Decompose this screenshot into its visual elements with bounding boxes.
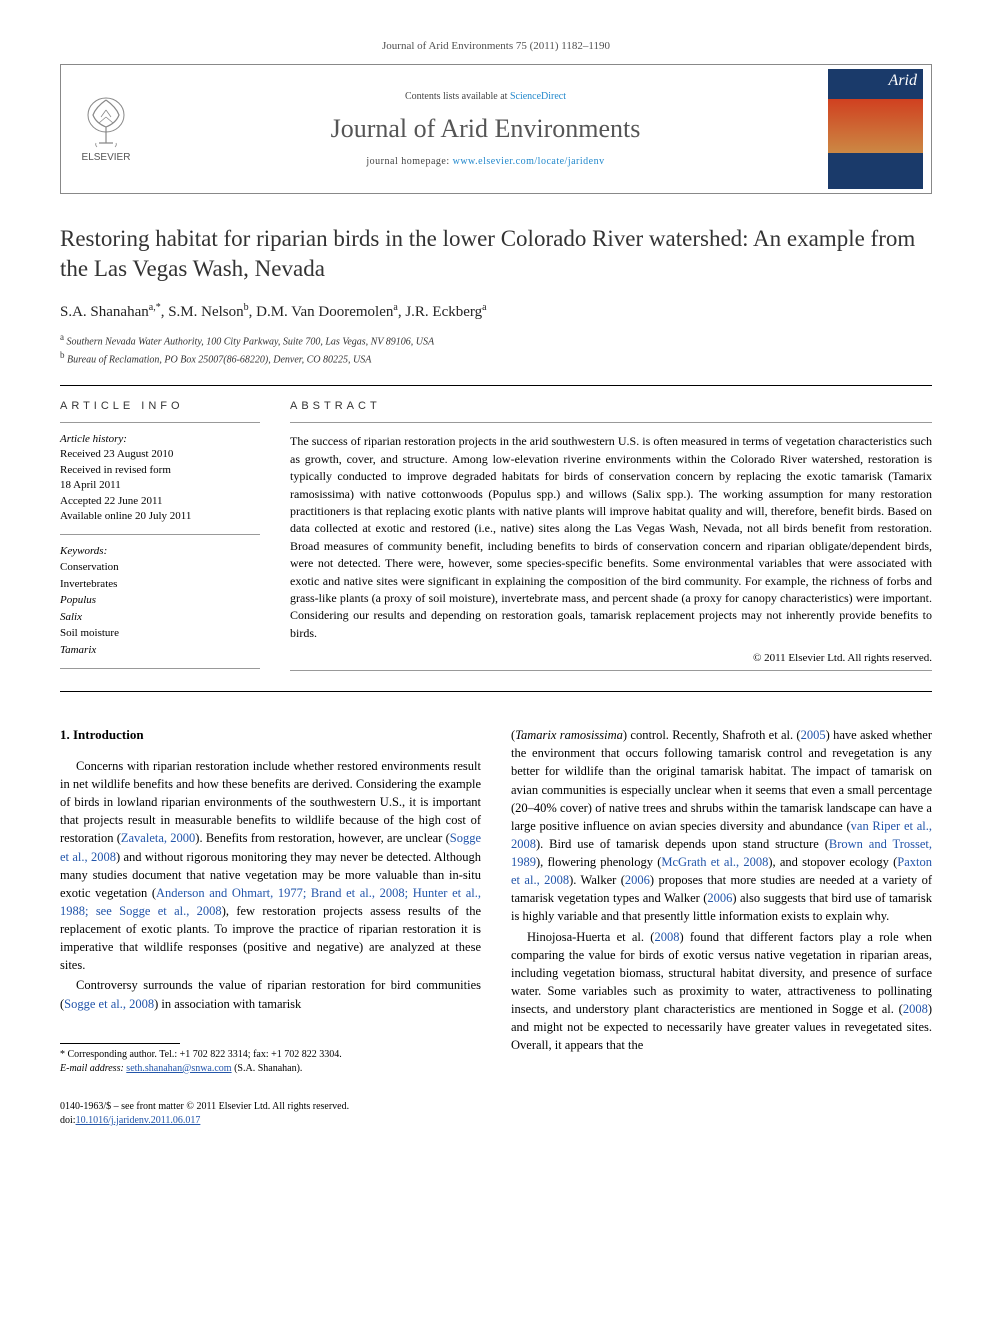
abstract-copyright: © 2011 Elsevier Ltd. All rights reserved… (290, 652, 932, 664)
corresponding-author-footnote: * Corresponding author. Tel.: +1 702 822… (60, 1043, 481, 1076)
publisher-name: ELSEVIER (82, 152, 131, 163)
abstract-section: ABSTRACT The success of riparian restora… (290, 400, 932, 681)
abstract-text: The success of riparian restoration proj… (290, 433, 932, 642)
journal-cover-thumbnail: Arid (828, 69, 923, 189)
front-matter-line: 0140-1963/$ – see front matter © 2011 El… (60, 1100, 349, 1114)
section-heading-introduction: 1. Introduction (60, 726, 481, 745)
email-line: E-mail address: seth.shanahan@snwa.com (… (60, 1062, 481, 1076)
body-paragraph: Concerns with riparian restoration inclu… (60, 757, 481, 975)
email-label: E-mail address: (60, 1063, 124, 1074)
divider (60, 534, 260, 535)
article-history: Received 23 August 2010Received in revis… (60, 447, 260, 524)
journal-reference: Journal of Arid Environments 75 (2011) 1… (60, 40, 932, 52)
journal-header: ELSEVIER Contents lists available at Sci… (60, 64, 932, 194)
divider (60, 668, 260, 669)
doi-prefix: doi: (60, 1115, 76, 1126)
elsevier-tree-icon (81, 95, 131, 150)
keywords-list: ConservationInvertebratesPopulusSalixSoi… (60, 559, 260, 658)
email-suffix: (S.A. Shanahan). (234, 1063, 302, 1074)
corresponding-email-link[interactable]: seth.shanahan@snwa.com (126, 1063, 231, 1074)
publisher-logo: ELSEVIER (61, 65, 151, 193)
article-history-label: Article history: (60, 433, 260, 445)
author-list: S.A. Shanahana,*, S.M. Nelsonb, D.M. Van… (60, 302, 932, 321)
article-title: Restoring habitat for riparian birds in … (60, 224, 932, 284)
doi-line: doi:10.1016/j.jaridenv.2011.06.017 (60, 1114, 349, 1128)
cover-label: Arid (889, 72, 917, 90)
abstract-heading: ABSTRACT (290, 400, 932, 412)
contents-available-line: Contents lists available at ScienceDirec… (151, 91, 820, 102)
article-info-heading: ARTICLE INFO (60, 400, 260, 412)
keywords-label: Keywords: (60, 545, 260, 557)
divider (290, 670, 932, 671)
sciencedirect-link[interactable]: ScienceDirect (510, 91, 566, 102)
article-body: 1. Introduction Concerns with riparian r… (60, 726, 932, 1076)
body-paragraph: Hinojosa-Huerta et al. (2008) found that… (511, 928, 932, 1055)
affiliations: a Southern Nevada Water Authority, 100 C… (60, 331, 932, 368)
footnote-rule (60, 1043, 180, 1044)
journal-homepage-link[interactable]: www.elsevier.com/locate/jaridenv (453, 156, 605, 167)
body-paragraph: Controversy surrounds the value of ripar… (60, 976, 481, 1012)
corresponding-author-line: * Corresponding author. Tel.: +1 702 822… (60, 1048, 481, 1062)
body-paragraph: (Tamarix ramosissima) control. Recently,… (511, 726, 932, 925)
homepage-prefix: journal homepage: (366, 156, 452, 167)
divider (60, 422, 260, 423)
journal-name: Journal of Arid Environments (151, 114, 820, 144)
divider (60, 385, 932, 386)
page-footer: 0140-1963/$ – see front matter © 2011 El… (60, 1100, 932, 1128)
journal-homepage-line: journal homepage: www.elsevier.com/locat… (151, 156, 820, 167)
divider (290, 422, 932, 423)
article-info-sidebar: ARTICLE INFO Article history: Received 2… (60, 400, 260, 681)
contents-prefix: Contents lists available at (405, 91, 510, 102)
divider (60, 691, 932, 692)
doi-link[interactable]: 10.1016/j.jaridenv.2011.06.017 (76, 1115, 201, 1126)
